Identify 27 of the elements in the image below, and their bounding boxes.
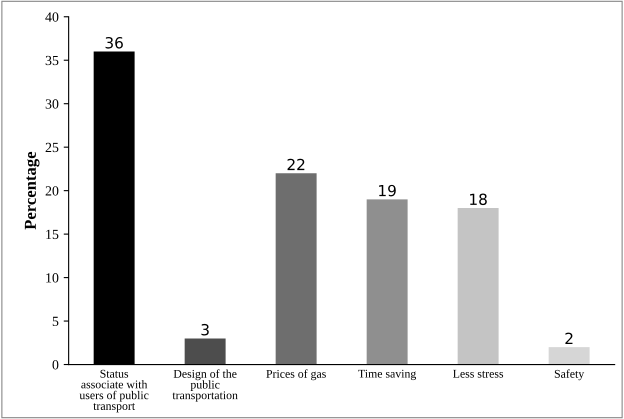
data-label: 19	[379, 184, 396, 196]
y-tick-label: 35	[46, 56, 58, 66]
y-tick-label: 20	[46, 186, 58, 196]
y-tick-label: 15	[46, 230, 58, 240]
y-tick-label: 30	[46, 99, 58, 109]
bar	[548, 347, 590, 365]
data-label: 36	[106, 37, 123, 49]
data-label: 22	[288, 158, 304, 170]
bar	[184, 338, 226, 365]
x-tick-label: Less stress	[453, 370, 504, 378]
data-label: 3	[201, 324, 209, 336]
x-tick-label: Status associate with users of public transport	[80, 370, 149, 412]
bar	[458, 208, 499, 365]
data-label: 2	[565, 332, 572, 344]
x-tick-label: Time saving	[358, 370, 416, 380]
y-tick-label: 25	[46, 142, 58, 152]
y-tick-label: 40	[45, 12, 58, 22]
x-tick-label: Safety	[554, 369, 584, 380]
bar	[276, 173, 317, 365]
y-tick-label: 5	[52, 316, 58, 326]
y-axis-title: Percentage	[24, 152, 40, 230]
x-tick-label: Design of the public transportation	[172, 369, 238, 402]
bar	[366, 199, 408, 365]
y-tick-label: 0	[52, 360, 58, 370]
y-tick-label: 10	[46, 273, 58, 283]
data-label: 18	[470, 194, 487, 206]
x-tick-label: Prices of gas	[266, 369, 326, 380]
